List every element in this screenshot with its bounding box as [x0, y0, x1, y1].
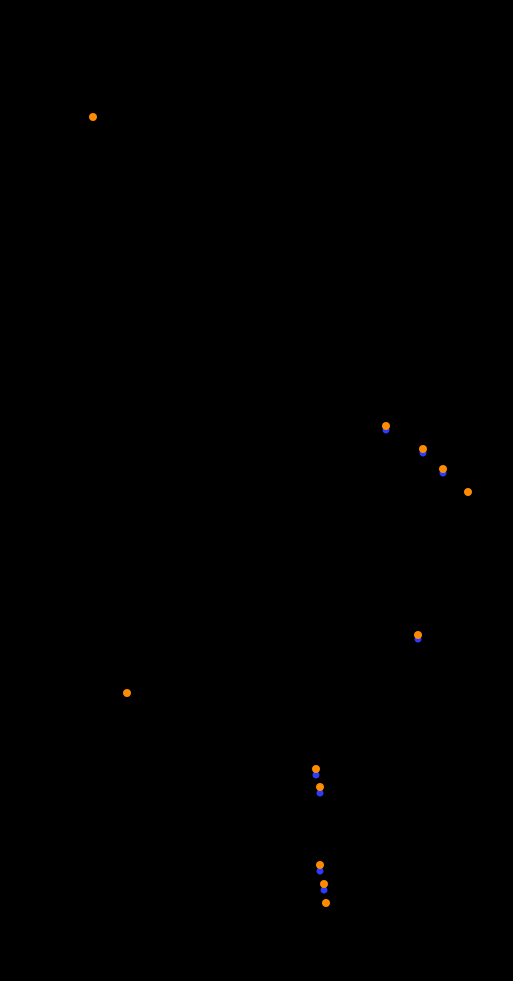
- data-point: [312, 765, 320, 773]
- data-point: [414, 631, 422, 639]
- data-point: [439, 465, 447, 473]
- data-point: [419, 445, 427, 453]
- data-point: [89, 113, 97, 121]
- data-point: [382, 422, 390, 430]
- scatter-plot: [0, 0, 513, 981]
- plot-background: [0, 0, 513, 981]
- data-point: [316, 783, 324, 791]
- data-point: [316, 861, 324, 869]
- data-point: [320, 880, 328, 888]
- data-point: [464, 488, 472, 496]
- data-point: [322, 899, 330, 907]
- data-point: [123, 689, 131, 697]
